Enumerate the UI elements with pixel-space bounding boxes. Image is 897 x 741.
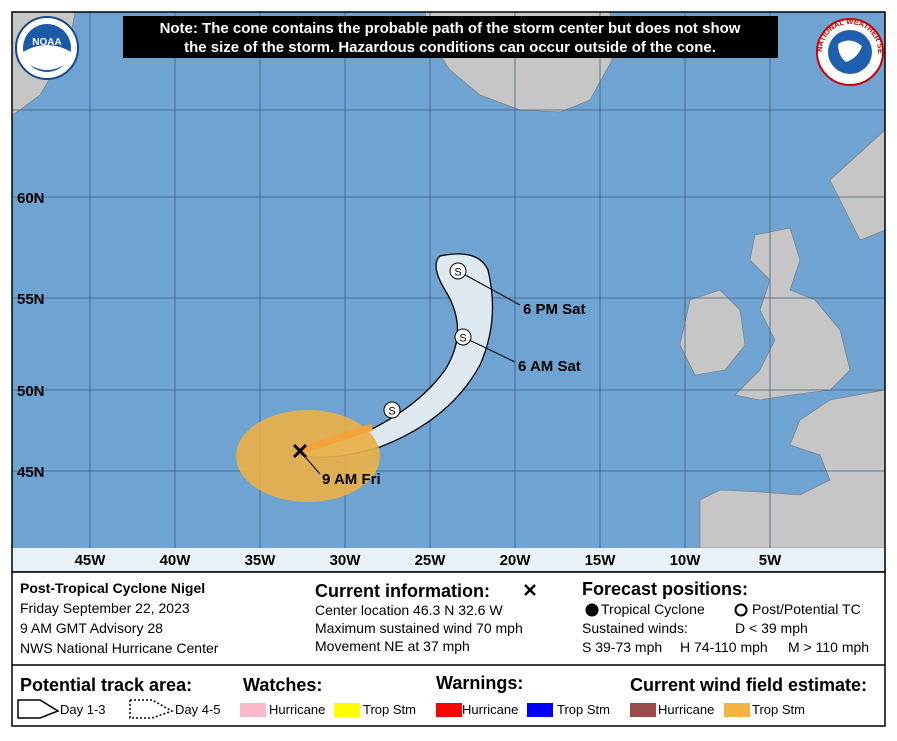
forecast-point	[383, 401, 401, 419]
forecast-info: Post/Potential TC	[752, 601, 861, 617]
swatch	[334, 703, 360, 717]
swatch	[240, 703, 266, 717]
label-leader	[462, 336, 516, 363]
current-info: Center location 46.3 N 32.6 W	[315, 602, 503, 618]
storm-info: NWS National Hurricane Center	[20, 640, 219, 656]
note-line: the size of the storm. Hazardous conditi…	[184, 39, 716, 56]
track-label: 6 PM Sat	[523, 301, 586, 318]
lat-label: 60N	[17, 190, 45, 207]
legend-label: Trop Stm	[363, 702, 416, 717]
forecast-symbol: S	[454, 267, 461, 279]
forecast-cone	[299, 253, 494, 458]
current-info: Movement NE at 37 mph	[315, 638, 470, 654]
legend-label: Day 4-5	[175, 702, 221, 717]
note-line: Note: The cone contains the probable pat…	[160, 20, 741, 37]
tropical-icon	[585, 603, 599, 617]
forecast-info: H 74-110 mph	[680, 639, 768, 655]
legend-label: Day 1-3	[60, 702, 106, 717]
track-line	[298, 423, 374, 455]
tropical-storm-wind-field	[236, 410, 380, 502]
storm-info: Friday September 22, 2023	[20, 600, 190, 616]
label-leader	[457, 270, 521, 306]
forecast-info: S 39-73 mph	[582, 639, 662, 655]
track-label: 9 AM Fri	[322, 471, 381, 488]
lon-label: 45W	[75, 552, 107, 569]
legend-heading: Watches:	[243, 675, 322, 695]
lon-label-strip	[12, 548, 885, 572]
legend-heading: Warnings:	[436, 673, 523, 693]
lon-label: 5W	[759, 552, 782, 569]
swatch	[436, 703, 462, 717]
current-heading: Current information:	[315, 581, 490, 601]
graticule	[12, 12, 885, 548]
day45-icon	[129, 699, 174, 719]
forecast-info: Sustained winds:	[582, 620, 688, 636]
swatch	[630, 703, 656, 717]
forecast-info: D < 39 mph	[735, 620, 808, 636]
info-panel	[11, 571, 886, 727]
post-icon	[734, 603, 748, 617]
current-info: Maximum sustained wind 70 mph	[315, 620, 523, 636]
lon-label: 30W	[330, 552, 362, 569]
lon-label: 10W	[670, 552, 702, 569]
forecast-info: Tropical Cyclone	[601, 601, 705, 617]
forecast-info: M > 110 mph	[788, 639, 869, 655]
lon-label: 20W	[500, 552, 532, 569]
noaa-logo: NOAA	[15, 16, 79, 80]
current-icon	[524, 584, 536, 596]
legend-label: Hurricane	[269, 702, 325, 717]
legend-label: Hurricane	[462, 702, 518, 717]
lat-label: 45N	[17, 464, 45, 481]
note-box	[123, 16, 778, 58]
legend-label: Trop Stm	[557, 702, 610, 717]
forecast-point	[449, 262, 467, 280]
logo-text: NOAA	[32, 37, 61, 48]
storm-name: Post-Tropical Cyclone Nigel	[20, 580, 205, 596]
label-leader	[299, 450, 321, 475]
lat-label: 50N	[17, 383, 45, 400]
forecast-symbol: S	[388, 406, 395, 418]
lon-label: 35W	[245, 552, 277, 569]
lon-label: 40W	[160, 552, 192, 569]
forecast-point	[454, 328, 472, 346]
forecast-heading: Forecast positions:	[582, 579, 748, 599]
track-label: 6 AM Sat	[518, 358, 581, 375]
legend-heading: Potential track area:	[20, 675, 192, 695]
legend-label: Trop Stm	[752, 702, 805, 717]
lon-label: 25W	[415, 552, 447, 569]
legend-label: Hurricane	[658, 702, 714, 717]
lon-label: 15W	[585, 552, 617, 569]
lat-label: 55N	[17, 291, 45, 308]
day13-icon	[17, 699, 60, 719]
forecast-symbol: S	[459, 333, 466, 345]
swatch	[527, 703, 553, 717]
swatch	[724, 703, 750, 717]
storm-info: 9 AM GMT Advisory 28	[20, 620, 163, 636]
legend-heading: Current wind field estimate:	[630, 675, 867, 695]
